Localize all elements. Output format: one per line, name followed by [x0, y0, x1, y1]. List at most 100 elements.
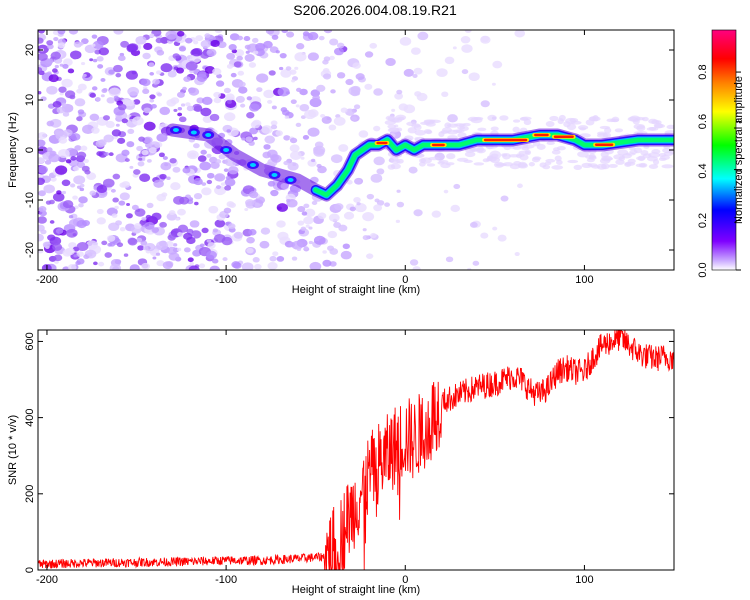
noise-speckle	[366, 193, 375, 200]
noise-speckle	[373, 88, 383, 96]
noise-speckle	[261, 125, 273, 134]
noise-speckle	[250, 121, 261, 129]
noise-speckle	[129, 165, 134, 169]
noise-speckle	[215, 159, 222, 164]
noise-speckle	[54, 260, 59, 264]
noise-speckle	[291, 240, 304, 250]
noise-speckle	[391, 108, 396, 112]
noise-speckle	[387, 164, 396, 170]
colorbar-ticks: 0.0 0.2 0.4 0.6 0.8	[697, 64, 741, 278]
noise-speckle	[132, 116, 144, 126]
snr-panel: -200 -100 0 100 0 200 400 600 Height of straig…	[7, 329, 675, 596]
noise-speckle	[267, 261, 278, 270]
noise-speckle	[492, 60, 503, 69]
noise-speckle	[126, 44, 138, 53]
noise-speckle	[157, 92, 162, 97]
noise-speckle	[133, 99, 141, 105]
snr-xtick-label: -100	[215, 574, 237, 586]
noise-speckle	[244, 44, 251, 50]
noise-speckle	[214, 173, 226, 182]
noise-speckle	[277, 231, 289, 241]
noise-speckle	[629, 149, 638, 154]
noise-speckle	[285, 66, 292, 71]
colorbar-tick-label: 0.0	[697, 262, 709, 277]
noise-speckle	[54, 129, 61, 135]
noise-speckle	[248, 62, 257, 68]
noise-speckle	[141, 262, 151, 270]
noise-speckle	[262, 151, 272, 159]
snr-y-ticks: 0 200 400 600	[24, 332, 674, 573]
noise-speckle	[170, 182, 181, 191]
noise-speckle	[138, 136, 146, 142]
noise-speckle	[497, 234, 507, 242]
noise-speckle	[531, 157, 541, 163]
noise-speckle	[62, 200, 74, 209]
noise-speckle	[206, 172, 215, 179]
noise-speckle	[82, 124, 95, 134]
noise-speckle	[133, 222, 142, 230]
noise-speckle	[407, 127, 417, 134]
noise-speckle	[597, 131, 607, 136]
noise-speckle	[412, 73, 418, 78]
noise-speckle	[426, 163, 436, 167]
noise-speckle	[46, 43, 54, 50]
noise-speckle	[50, 51, 62, 60]
noise-speckle	[69, 183, 76, 188]
noise-speckle	[279, 52, 287, 59]
noise-speckle	[136, 145, 143, 152]
noise-speckle	[146, 202, 154, 209]
noise-speckle	[276, 203, 288, 212]
noise-speckle	[176, 30, 185, 37]
spectrogram-ytick-label: 0	[24, 147, 36, 153]
noise-speckle	[208, 205, 219, 214]
noise-speckle	[528, 161, 535, 167]
noise-speckle	[666, 124, 674, 130]
noise-speckle	[457, 125, 466, 130]
noise-speckle	[461, 44, 473, 53]
noise-speckle	[228, 44, 237, 51]
noise-speckle	[396, 89, 403, 95]
noise-speckle	[177, 224, 189, 233]
ridge-blob-core	[190, 130, 197, 135]
noise-speckle	[240, 103, 246, 108]
noise-speckle	[394, 92, 404, 100]
noise-speckle	[57, 42, 66, 49]
noise-speckle	[155, 37, 163, 44]
noise-speckle	[57, 30, 66, 35]
noise-speckle	[431, 210, 442, 218]
noise-speckle	[121, 149, 130, 156]
noise-speckle	[429, 119, 441, 124]
noise-speckle	[358, 130, 369, 138]
noise-speckle	[168, 252, 180, 261]
noise-speckle	[177, 231, 184, 237]
noise-speckle	[648, 118, 658, 124]
noise-speckle	[263, 144, 271, 150]
noise-speckle	[176, 247, 182, 252]
noise-speckle	[138, 157, 143, 161]
noise-speckle	[252, 50, 259, 55]
noise-speckle	[364, 51, 374, 58]
noise-speckle	[447, 114, 458, 123]
noise-speckle	[141, 216, 147, 221]
noise-speckle	[270, 124, 278, 130]
noise-speckle	[453, 123, 466, 127]
noise-speckle	[287, 162, 299, 171]
noise-speckle	[330, 154, 343, 164]
noise-speckle	[42, 241, 51, 248]
noise-speckle	[38, 157, 45, 164]
noise-speckle	[92, 40, 104, 50]
noise-speckle	[169, 157, 177, 164]
spectrogram-y-label: Frequency (Hz)	[7, 112, 19, 188]
noise-speckle	[446, 153, 456, 160]
noise-speckle	[193, 105, 203, 113]
noise-speckle	[468, 72, 480, 82]
noise-speckle	[248, 140, 255, 146]
noise-speckle	[177, 208, 186, 216]
noise-speckle	[246, 247, 254, 254]
noise-speckle	[38, 177, 45, 186]
noise-speckle	[303, 216, 314, 225]
noise-speckle	[259, 240, 270, 249]
noise-speckle	[117, 103, 127, 111]
noise-speckle	[268, 70, 276, 76]
noise-speckle	[209, 156, 218, 164]
